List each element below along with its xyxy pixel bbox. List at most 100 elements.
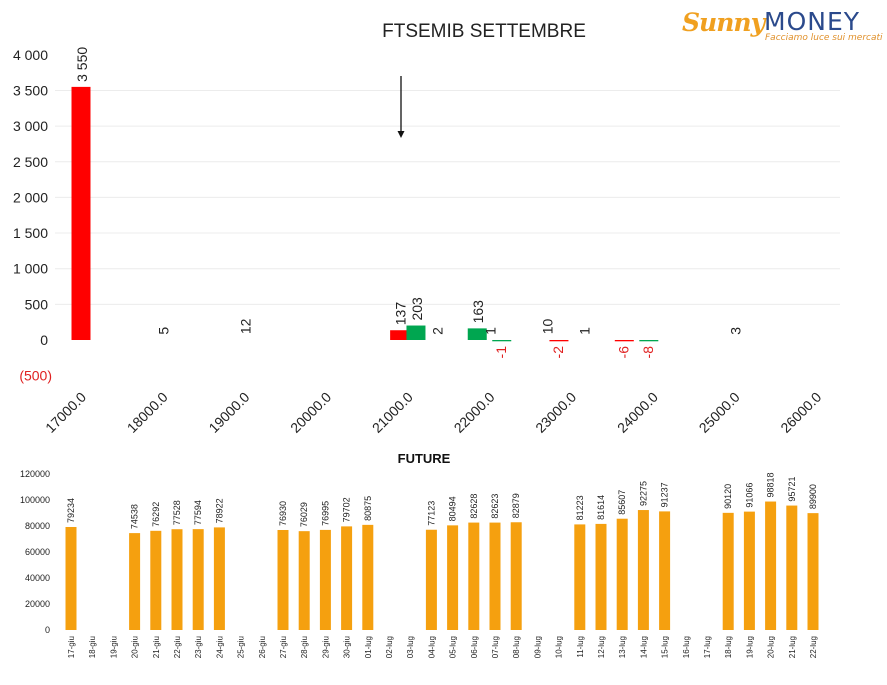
future-x-tick-label: 22-giu — [173, 636, 182, 658]
future-data-label: 81614 — [596, 495, 606, 520]
y-tick-label: 120000 — [20, 469, 50, 479]
future-data-label: 80875 — [363, 496, 373, 521]
future-x-tick-label: 17-lug — [703, 636, 712, 658]
future-data-label: 76995 — [320, 501, 330, 526]
future-bar — [722, 512, 734, 630]
future-x-tick-label: 22-lug — [809, 636, 818, 658]
data-label: -8 — [640, 346, 656, 359]
future-data-label: 76930 — [278, 501, 288, 526]
y-tick-label: 0 — [45, 625, 50, 635]
future-x-tick-label: 18-giu — [88, 636, 97, 658]
data-label: -6 — [615, 346, 631, 359]
future-data-label: 85607 — [617, 490, 627, 515]
future-data-label: 89900 — [808, 484, 818, 509]
future-data-label: 80494 — [448, 496, 458, 521]
y-tick-label: 40000 — [25, 573, 50, 583]
y-tick-label: 500 — [25, 296, 49, 312]
future-data-label: 76292 — [151, 502, 161, 527]
bar — [614, 340, 634, 342]
future-bars — [65, 501, 819, 630]
main-bars — [71, 86, 744, 342]
future-x-tick-label: 20-lug — [767, 636, 776, 658]
logo-tagline: Facciamo luce sui mercati — [765, 33, 883, 43]
y-tick-label: 60000 — [25, 547, 50, 557]
data-label: 3 550 — [74, 47, 90, 82]
x-tick-label: 23000.0 — [532, 389, 579, 436]
x-tick-label: 20000.0 — [287, 389, 334, 436]
future-bar — [213, 527, 225, 630]
data-label: 5 — [156, 327, 172, 335]
future-data-label: 82879 — [511, 493, 521, 518]
future-x-tick-label: 06-lug — [470, 636, 479, 658]
y-tick-label: 20000 — [25, 599, 50, 609]
future-x-tick-label: 02-lug — [385, 636, 394, 658]
data-label: -1 — [493, 346, 509, 359]
future-bar — [743, 511, 755, 630]
future-bar — [192, 529, 204, 630]
future-bar — [298, 531, 310, 630]
future-data-label: 98818 — [766, 473, 776, 498]
y-tick-label: (500) — [19, 368, 52, 384]
future-bar — [425, 529, 437, 630]
future-chart-title: FUTURE — [398, 451, 451, 466]
bar — [549, 340, 569, 342]
main-gridlines — [55, 89, 840, 305]
future-bar — [341, 526, 353, 630]
future-bar — [362, 524, 374, 630]
x-tick-label: 24000.0 — [614, 389, 661, 436]
future-data-label: 77123 — [426, 501, 436, 526]
bar — [537, 339, 556, 340]
future-data-label: 95721 — [787, 477, 797, 502]
future-x-tick-label: 26-giu — [258, 636, 267, 658]
future-x-tick-label: 29-giu — [321, 636, 330, 658]
y-tick-label: 100000 — [20, 495, 50, 505]
bar — [467, 328, 487, 340]
data-label: -2 — [550, 346, 566, 359]
x-tick-label: 25000.0 — [696, 389, 743, 436]
main-x-axis: 17000.0 18000.0 19000.0 20000.0 21000.0 22000… — [42, 389, 825, 436]
future-bar — [277, 529, 289, 630]
y-tick-label: 2 500 — [13, 154, 48, 170]
y-tick-label: 1 000 — [13, 261, 48, 277]
future-x-tick-label: 27-giu — [279, 636, 288, 658]
future-data-label: 82623 — [490, 494, 500, 519]
future-data-label: 91066 — [744, 483, 754, 508]
future-x-tick-label: 16-lug — [682, 636, 691, 658]
data-label: 12 — [237, 318, 253, 334]
future-bar — [129, 533, 141, 630]
bar — [71, 86, 91, 340]
future-x-axis: 17-giu 18-giu 19-giu 20-giu 21-giu 22-giu 23-g… — [67, 636, 818, 658]
y-tick-label: 3 000 — [13, 118, 48, 134]
data-label: 10 — [540, 319, 556, 335]
future-data-label: 90120 — [723, 484, 733, 509]
future-bar — [786, 505, 798, 630]
bar — [153, 339, 172, 340]
future-x-tick-label: 07-lug — [491, 636, 500, 658]
future-data-label: 78922 — [214, 498, 224, 523]
x-tick-label: 22000.0 — [451, 389, 498, 436]
future-data-labels: 79234 74538 76292 77528 77594 78922 76930 76029… — [66, 473, 818, 530]
future-x-tick-label: 30-giu — [343, 636, 352, 658]
future-bar — [807, 513, 819, 630]
bar — [725, 339, 744, 340]
bar — [639, 340, 659, 342]
future-data-label: 91237 — [660, 482, 670, 507]
main-y-axis: 4 000 3 500 3 000 2 500 2 000 1 500 1 000 500 0 (… — [13, 47, 52, 384]
future-bar — [150, 530, 162, 630]
main-chart-title: FTSEMIB SETTEMBRE — [382, 21, 586, 42]
future-volume-chart: FUTURE 120000 100000 80000 60000 40000 20000 0… — [20, 451, 819, 658]
future-x-tick-label: 10-lug — [555, 636, 564, 658]
future-x-tick-label: 12-lug — [597, 636, 606, 658]
future-x-tick-label: 17-giu — [67, 636, 76, 658]
future-bar — [510, 522, 522, 630]
future-x-tick-label: 23-giu — [194, 636, 203, 658]
future-x-tick-label: 13-lug — [618, 636, 627, 658]
future-x-tick-label: 11-lug — [576, 636, 585, 658]
data-label: 3 — [728, 327, 744, 335]
future-bar — [574, 524, 586, 630]
bar — [427, 339, 446, 340]
future-x-tick-label: 20-giu — [131, 636, 140, 658]
future-x-tick-label: 14-lug — [639, 636, 648, 658]
bar — [235, 339, 254, 340]
y-tick-label: 2 000 — [13, 189, 48, 205]
